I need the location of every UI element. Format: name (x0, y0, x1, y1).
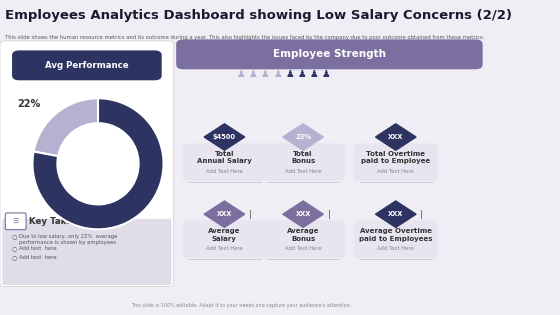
Text: $4500: $4500 (213, 134, 236, 140)
FancyBboxPatch shape (261, 143, 345, 181)
Polygon shape (283, 201, 323, 227)
Wedge shape (34, 98, 98, 156)
Text: Employees Analytics Dashboard showing Low Salary Concerns (2/2): Employees Analytics Dashboard showing Lo… (5, 9, 512, 22)
Text: ☰: ☰ (13, 218, 19, 224)
Text: XXX: XXX (217, 211, 232, 217)
Text: Add Text Here: Add Text Here (284, 246, 321, 251)
FancyBboxPatch shape (0, 41, 174, 287)
Text: XXX: XXX (388, 134, 403, 140)
Text: ♟: ♟ (285, 69, 294, 79)
Text: Avg Performance: Avg Performance (45, 61, 129, 70)
FancyBboxPatch shape (12, 50, 162, 80)
Polygon shape (204, 201, 245, 227)
Text: |: | (421, 210, 423, 219)
Text: ♟: ♟ (237, 69, 246, 79)
Text: ⬆: ⬆ (92, 173, 104, 187)
Text: ○: ○ (12, 246, 17, 251)
Text: Average Overtime
paid to Employees: Average Overtime paid to Employees (359, 228, 432, 242)
FancyBboxPatch shape (354, 143, 438, 181)
Text: Add text  here: Add text here (19, 255, 57, 260)
Text: Total
Bonus: Total Bonus (291, 151, 315, 164)
Text: ↑: ↑ (85, 144, 111, 173)
Polygon shape (283, 124, 323, 150)
Text: This slide is 100% editable. Adapt it to your needs and capture your audience's : This slide is 100% editable. Adapt it to… (131, 303, 351, 308)
Polygon shape (204, 124, 245, 150)
Text: |: | (249, 210, 252, 219)
Text: Total
Annual Salary: Total Annual Salary (197, 151, 252, 164)
Text: ♟: ♟ (273, 69, 282, 79)
Polygon shape (376, 201, 416, 227)
Text: ♟: ♟ (321, 69, 330, 79)
Text: Due to low salary, only 22%  average
performance is shown by employees: Due to low salary, only 22% average perf… (19, 234, 118, 244)
Text: XXX: XXX (296, 211, 311, 217)
Text: Average
Salary: Average Salary (208, 228, 241, 242)
FancyBboxPatch shape (5, 213, 26, 230)
Text: ♟: ♟ (309, 69, 318, 79)
Text: Total Overtime
paid to Employee: Total Overtime paid to Employee (361, 151, 431, 164)
FancyBboxPatch shape (261, 220, 345, 258)
Text: ○: ○ (12, 234, 17, 239)
Text: Add Text Here: Add Text Here (284, 169, 321, 174)
Text: Average
Bonus: Average Bonus (287, 228, 319, 242)
Text: Add Text Here: Add Text Here (377, 169, 414, 174)
FancyBboxPatch shape (183, 220, 267, 258)
Text: Add Text Here: Add Text Here (206, 169, 243, 174)
Text: |: | (328, 210, 330, 219)
Text: Add Text Here: Add Text Here (377, 246, 414, 251)
FancyBboxPatch shape (183, 143, 267, 181)
Text: ♟: ♟ (261, 69, 270, 79)
Polygon shape (376, 124, 416, 150)
Text: XXX: XXX (388, 211, 403, 217)
Text: ○: ○ (12, 255, 17, 260)
Text: Add text  here: Add text here (19, 246, 57, 251)
Wedge shape (32, 98, 164, 229)
Text: ♟: ♟ (297, 69, 306, 79)
Text: This slide shows the human resource metrics and its outcome during a year. This : This slide shows the human resource metr… (5, 35, 484, 40)
Text: Key Takeaways: Key Takeaways (29, 217, 102, 226)
Text: ♟: ♟ (249, 69, 258, 79)
Text: Employee Strength: Employee Strength (273, 49, 386, 59)
FancyBboxPatch shape (176, 39, 483, 69)
Text: 23%: 23% (295, 134, 311, 140)
FancyBboxPatch shape (354, 220, 438, 258)
FancyBboxPatch shape (2, 219, 171, 285)
Text: Add Text Here: Add Text Here (206, 246, 243, 251)
Text: 22%: 22% (17, 99, 40, 109)
